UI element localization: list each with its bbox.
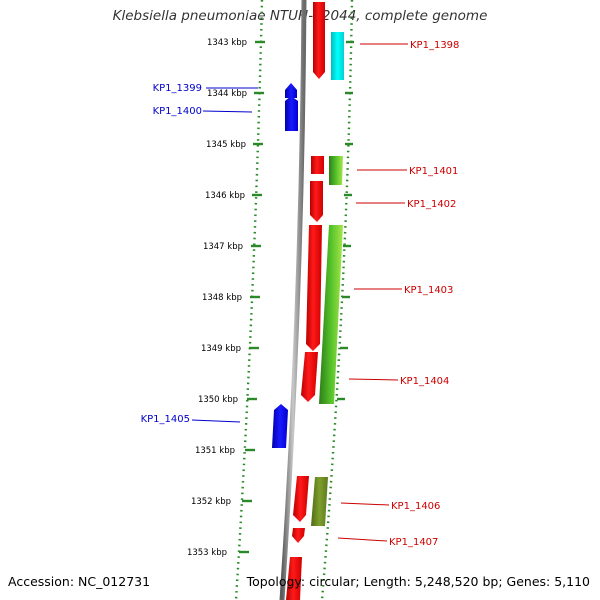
feature-green-1403 (319, 225, 343, 404)
feature-track (311, 32, 344, 526)
genome-backbone (279, 0, 307, 600)
leader-kp1-1400 (202, 110, 253, 113)
scale-ticks (239, 40, 354, 554)
scale-label: 1349 kbp (201, 344, 241, 354)
scale-label: 1348 kbp (202, 293, 242, 303)
left-scale-dotted-line (234, 0, 264, 600)
leader-kp1-1406 (340, 502, 390, 506)
accession-text: Accession: NC_012731 (8, 574, 151, 589)
genome-summary-text: Topology: circular; Length: 5,248,520 bp… (246, 574, 590, 589)
gene-label-kp1-1401[interactable]: KP1_1401 (409, 166, 458, 177)
gene-label-kp1-1405[interactable]: KP1_1405 (141, 414, 190, 425)
cds-kp1-1400[interactable] (285, 96, 298, 131)
leader-kp1-1404 (348, 378, 399, 381)
scale-label: 1343 kbp (207, 38, 247, 48)
scale-label: 1345 kbp (206, 140, 246, 150)
cds-kp1-1399[interactable] (285, 83, 297, 98)
leader-kp1-1407 (337, 537, 388, 542)
gene-label-kp1-1400[interactable]: KP1_1400 (153, 106, 202, 117)
cds-kp1-1398[interactable] (313, 2, 325, 79)
cds-kp1-1402[interactable] (310, 181, 323, 222)
cds-partial-bottom[interactable] (286, 557, 302, 600)
forward-cds-track (286, 2, 325, 600)
reverse-cds-track (272, 83, 298, 448)
leader-kp1-1405 (191, 419, 241, 423)
scale-label: 1353 kbp (187, 548, 227, 558)
scale-label: 1351 kbp (195, 446, 235, 456)
gene-label-kp1-1407[interactable]: KP1_1407 (389, 537, 438, 548)
gene-label-kp1-1404[interactable]: KP1_1404 (400, 376, 449, 387)
scale-label: 1352 kbp (191, 497, 231, 507)
feature-green-1401 (329, 156, 343, 185)
scale-label: 1346 kbp (205, 191, 245, 201)
right-scale-dotted-line (320, 0, 354, 600)
scale-label: 1350 kbp (198, 395, 238, 405)
scale-label: 1344 kbp (207, 89, 247, 99)
feature-olive-1406 (311, 477, 328, 526)
cds-kp1-1406[interactable] (293, 476, 309, 522)
cds-kp1-1404[interactable] (301, 352, 318, 402)
gene-label-kp1-1403[interactable]: KP1_1403 (404, 285, 453, 296)
feature-cyan (331, 32, 344, 80)
gene-label-kp1-1398[interactable]: KP1_1398 (410, 40, 459, 51)
cds-kp1-1403[interactable] (306, 225, 322, 351)
cds-kp1-1407[interactable] (292, 528, 305, 543)
gene-label-kp1-1406[interactable]: KP1_1406 (391, 501, 440, 512)
cds-kp1-1401[interactable] (311, 156, 324, 174)
gene-label-kp1-1399[interactable]: KP1_1399 (153, 83, 202, 94)
gene-label-kp1-1402[interactable]: KP1_1402 (407, 199, 456, 210)
map-title: Klebsiella pneumoniae NTUH-K2044, comple… (112, 8, 488, 24)
scale-label: 1347 kbp (203, 242, 243, 252)
cds-kp1-1405[interactable] (272, 404, 288, 448)
